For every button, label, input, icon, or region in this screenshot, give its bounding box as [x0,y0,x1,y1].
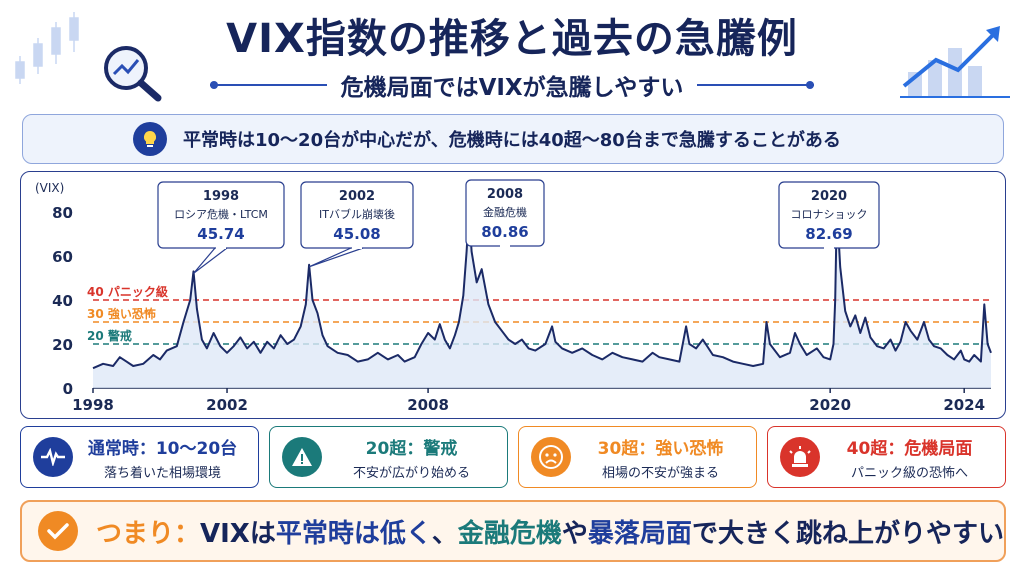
annotation-value: 82.69 [805,225,852,243]
summary-part: 暴落局面 [587,518,692,549]
annotation-event: コロナショック [791,208,868,221]
x-tick-label: 2002 [206,396,248,414]
summary-part: で大きく跳ね上がりやすい [691,518,1004,549]
page-title: VIX指数の推移と過去の急騰例 [226,16,798,62]
annotation-value: 80.86 [481,223,528,241]
annotation-year: 2020 [811,189,847,204]
card-desc: 落ち着いた相場環境 [103,465,221,481]
card-normal: 通常時：10～20台 落ち着いた相場環境 [20,426,259,488]
annotation-year: 2002 [339,189,375,204]
card-title: 通常時：10～20台 [87,438,238,459]
y-tick-label: 40 [52,292,73,310]
annotation-year: 1998 [203,189,239,204]
level-cards: 通常時：10～20台 落ち着いた相場環境 20超：警戒 不安が広がり始める 30… [20,426,1006,488]
lightbulb-icon [133,122,167,156]
worried-face-icon [531,437,571,477]
card-title: 30超：強い恐怖 [597,438,724,459]
y-axis-label: (VIX) [35,181,64,195]
x-tick-label: 2020 [809,396,851,414]
y-tick-label: 0 [63,380,73,398]
vix-line-chart: (VIX) 0 20 40 60 80 1998 2002 2008 2020 2024 40 パニッ… [35,179,992,414]
card-desc: パニック級の恐怖へ [850,465,968,481]
y-tick-label: 60 [52,248,73,266]
threshold-label: 30 強い恐怖 [87,306,156,321]
annotation-event: 金融危機 [483,205,527,219]
y-tick-label: 20 [52,336,73,354]
annotation-event: ITバブル崩壊後 [319,207,395,221]
page-subtitle: 危機局面ではVIXが急騰しやすい [340,75,684,101]
series-line [92,205,992,370]
annotation-pointer [308,247,364,268]
summary-part: 、 [431,518,458,549]
annotation-event: ロシア危機・LTCM [174,207,268,221]
pulse-icon [33,437,73,477]
warning-icon [282,437,322,477]
card-desc: 不安が広がり始める [352,465,470,481]
card-crisis: 40超：危機局面 パニック級の恐怖へ [767,426,1006,488]
summary-lead: つまり： [96,518,201,549]
info-text: 平常時は10～20台が中心だが、危機時には40超～80台まで急騰することがある [183,130,841,151]
y-tick-label: 80 [52,204,73,222]
rising-bars-icon [900,26,1010,98]
card-desc: 相場の不安が強まる [601,465,719,481]
check-icon [38,511,78,551]
subtitle-rule-right [697,81,814,89]
card-title: 20超：警戒 [365,438,458,459]
card-fear: 30超：強い恐怖 相場の不安が強まる [518,426,757,488]
summary-part: 平常時は低く [275,518,432,549]
subtitle-row: 危機局面ではVIXが急騰しやすい [210,68,814,102]
annotation-value: 45.08 [333,225,380,243]
summary-text: つまり：VIXは平常時は低く、金融危機や暴落局面で大きく跳ね上がりやすい [96,513,1004,550]
threshold-label: 20 警戒 [87,328,132,343]
annotation-pointer [193,247,228,274]
x-tick-label: 2008 [407,396,449,414]
annotation-year: 2008 [487,187,523,202]
candlestick-decoration [15,12,79,84]
summary-part: 金融危機 [457,518,562,549]
annotation-value: 45.74 [197,225,244,243]
threshold-label: 40 パニック級 [87,284,168,299]
card-title: 40超：危機局面 [846,438,973,459]
summary-banner: つまり：VIXは平常時は低く、金融危機や暴落局面で大きく跳ね上がりやすい [20,500,1006,562]
series-area [93,206,991,388]
x-tick-label: 1998 [72,396,114,414]
info-banner: 平常時は10～20台が中心だが、危機時には40超～80台まで急騰することがある [22,114,1004,164]
magnifier-chart-icon [104,46,162,102]
siren-icon [780,437,820,477]
x-tick-label: 2024 [943,396,985,414]
subtitle-rule-left [210,81,327,89]
summary-part: VIXは [200,518,276,549]
summary-part: や [561,518,588,549]
card-caution: 20超：警戒 不安が広がり始める [269,426,508,488]
vix-chart-panel: (VIX) 0 20 40 60 80 1998 2002 2008 2020 2024 40 パニッ… [20,171,1006,419]
